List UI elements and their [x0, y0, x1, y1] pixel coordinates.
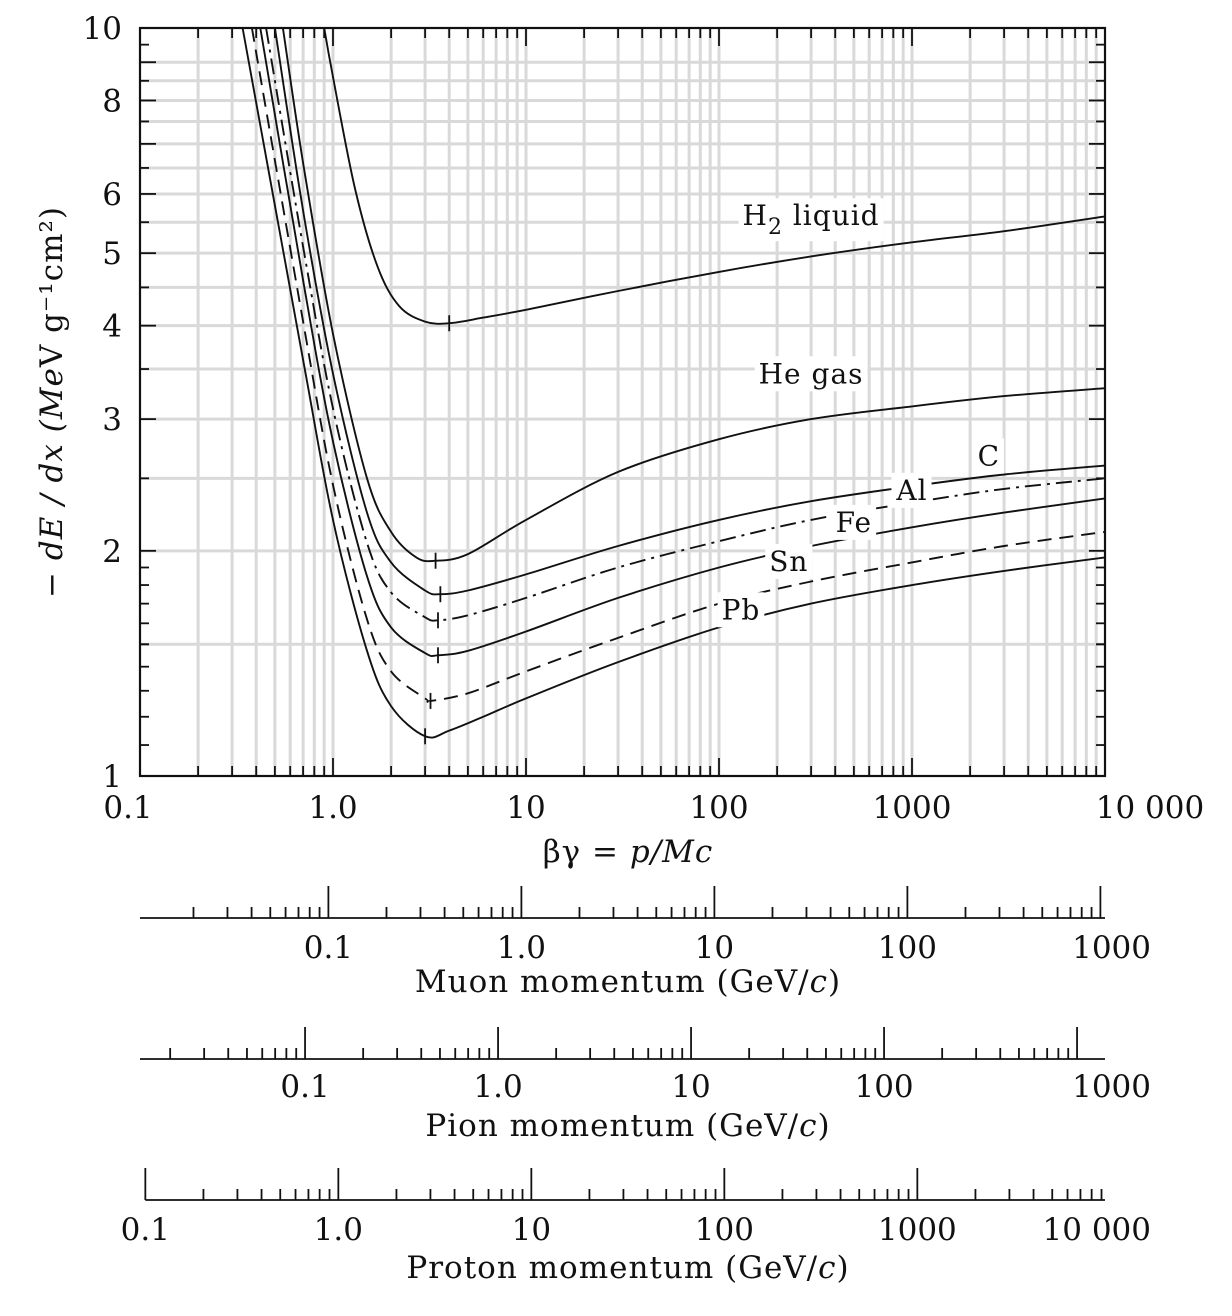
momentum-scale: 0.1 1.0 10 100 1000 10 000 Proton momentum (Ge…	[121, 1168, 1151, 1286]
x-tick-label: 1.0	[308, 790, 357, 826]
curve-label-background	[754, 356, 868, 392]
momentum-tick-label: 1.0	[314, 1212, 363, 1248]
curve-label-subscript: 2	[768, 215, 783, 240]
y-tick-label: 10	[83, 11, 122, 47]
momentum-tick-label: 1000	[1072, 1069, 1151, 1105]
momentum-scale-title-part: )	[818, 1108, 831, 1144]
curve-label-part: liquid	[783, 199, 880, 232]
momentum-scale: 0.1 1.0 10 100 1000 Muon momentum (GeV/c)	[140, 886, 1151, 1000]
y-axis-title-part: V g⁻¹cm²)	[34, 206, 70, 368]
y-tick-label: 2	[102, 534, 122, 570]
momentum-tick-label: 10	[671, 1069, 710, 1105]
curve-h-liquid	[323, 27, 1106, 325]
curve-label: Sn	[769, 545, 808, 578]
curve-label: H2 liquid	[743, 199, 880, 240]
momentum-tick-label: 100	[695, 1212, 754, 1248]
curve-sn	[250, 27, 1106, 703]
plot-frame	[138, 26, 1107, 778]
momentum-scale-title-part: )	[828, 964, 841, 1000]
curve-label: Fe	[836, 506, 872, 539]
curve-label-background	[831, 504, 877, 540]
momentum-scales: 0.1 1.0 10 100 1000 Muon momentum (GeV/c) 0.1 1…	[121, 886, 1151, 1286]
x-tick-label: 10 000	[1096, 790, 1204, 826]
curve-c	[273, 27, 1106, 596]
momentum-scale-title: Proton momentum (GeV/c)	[406, 1250, 849, 1286]
momentum-scale-title-part: Muon momentum (GeV/	[415, 964, 810, 1000]
momentum-tick-label: 100	[854, 1069, 913, 1105]
x-axis-title: βγ = p/Mc	[543, 834, 714, 870]
y-tick-label: 1	[102, 759, 122, 795]
momentum-scale-title-part: Proton momentum (GeV/	[406, 1250, 818, 1286]
momentum-tick-label: 1.0	[497, 930, 546, 966]
momentum-scale-title-part: )	[837, 1250, 850, 1286]
x-tick-label: 0.1	[103, 790, 152, 826]
curve-label-part: H	[743, 199, 768, 232]
y-tick-label: 4	[102, 309, 122, 345]
momentum-scale-title-part: c	[810, 964, 828, 1000]
curves	[241, 27, 1106, 739]
y-tick-label: 5	[102, 236, 122, 272]
x-axis-title-part: p/Mc	[630, 834, 713, 870]
momentum-scale-title: Pion momentum (GeV/c)	[425, 1108, 830, 1144]
curve-fe	[259, 27, 1106, 658]
axes: 0.1 1.0 10 100 1000 10 000 1 2 3 4 5 6 8 10 βγ = p/Mc −…	[34, 11, 1204, 870]
curve-label: He gas	[759, 357, 864, 390]
momentum-scale-title-part: c	[818, 1250, 836, 1286]
curve-label-background	[765, 543, 813, 579]
y-axis-title: − dE / dx (MeV g⁻¹cm²)	[34, 206, 70, 598]
momentum-tick-label: 10 000	[1043, 1212, 1151, 1248]
curve-pb	[241, 27, 1106, 739]
x-tick-label: 100	[689, 790, 748, 826]
curve-label: Al	[895, 474, 927, 507]
momentum-tick-label: 100	[878, 930, 937, 966]
minimum-markers	[424, 315, 451, 745]
curve-label-background	[891, 472, 932, 508]
x-tick-label: 10	[506, 790, 545, 826]
momentum-scale-title-part: c	[799, 1108, 817, 1144]
curve-label: Pb	[722, 593, 761, 626]
momentum-tick-label: 10	[695, 930, 734, 966]
momentum-scale: 0.1 1.0 10 100 1000 Pion momentum (GeV/c)	[140, 1027, 1151, 1144]
momentum-tick-label: 1.0	[473, 1069, 522, 1105]
curve-label-background	[717, 592, 765, 628]
momentum-tick-label: 0.1	[304, 930, 353, 966]
y-axis-title-part: − dE / dx (Me	[34, 367, 70, 598]
momentum-tick-label: 10	[512, 1212, 551, 1248]
curve-label-background	[738, 198, 884, 242]
grid	[140, 28, 1105, 776]
momentum-scale-title-part: Pion momentum (GeV/	[425, 1108, 799, 1144]
y-tick-label: 6	[102, 177, 122, 213]
momentum-tick-label: 0.1	[121, 1212, 170, 1248]
momentum-scale-title: Muon momentum (GeV/c)	[415, 964, 841, 1000]
momentum-tick-label: 0.1	[280, 1069, 329, 1105]
y-tick-label: 3	[102, 402, 122, 438]
curve-al	[265, 27, 1106, 622]
momentum-tick-label: 1000	[1072, 930, 1151, 966]
x-axis-title-part: βγ =	[543, 834, 630, 870]
curve-he-gas	[281, 27, 1106, 563]
x-tick-label: 1000	[873, 790, 952, 826]
momentum-tick-label: 1000	[878, 1212, 957, 1248]
curve-label-background	[973, 438, 1005, 474]
curve-label: C	[978, 440, 1000, 473]
y-tick-label: 8	[102, 83, 122, 119]
